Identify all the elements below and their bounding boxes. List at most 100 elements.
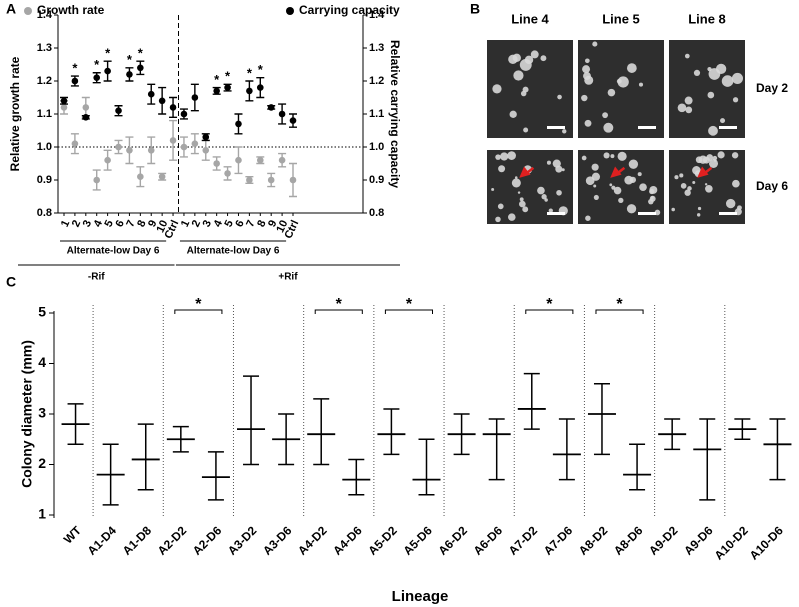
point: [93, 74, 101, 81]
error-bar: [629, 443, 646, 491]
treatment-label: -Rif: [88, 272, 105, 283]
colony: [677, 103, 687, 113]
x-tick-label: 8: [255, 218, 268, 229]
scale-bar: [719, 212, 737, 215]
colony: [609, 183, 613, 187]
colony: [512, 53, 521, 63]
point: [278, 156, 286, 164]
colony: [530, 50, 539, 59]
scale-bar: [638, 212, 656, 215]
panel-label: A: [6, 1, 16, 17]
significance-mark: *: [214, 72, 220, 87]
scale-bar: [547, 212, 565, 215]
colony: [593, 194, 599, 200]
x-tick-label: A4-D6: [330, 523, 365, 558]
x-tick-label: 2: [70, 218, 83, 229]
colony: [523, 127, 529, 133]
colony: [702, 156, 710, 164]
colony: [638, 82, 644, 87]
error-bar: [383, 408, 400, 456]
colony: [561, 168, 565, 172]
x-tick-label: 1: [59, 218, 72, 229]
point: [180, 110, 188, 118]
point: [158, 97, 166, 105]
y2-tick-label: 0.9: [369, 174, 384, 186]
colony: [593, 184, 597, 188]
significance-mark: *: [105, 46, 111, 61]
bracket: [384, 309, 433, 314]
bracket: [525, 309, 574, 314]
y-tick-label: 0.9: [37, 174, 52, 186]
colony: [684, 96, 693, 105]
x-tick-label: A5-D2: [365, 523, 400, 558]
significance-mark: *: [72, 60, 78, 75]
significance-mark: *: [247, 65, 253, 80]
x-tick-label: 9: [266, 218, 279, 229]
point: [202, 147, 210, 154]
colony: [626, 204, 637, 214]
error-bar: [699, 418, 716, 501]
colony: [585, 58, 590, 64]
error-bar: [558, 418, 575, 481]
y-tick-label: 2: [38, 455, 46, 471]
plate-photo: [578, 150, 664, 224]
x-tick-label: 7: [244, 218, 257, 229]
point: [246, 176, 253, 184]
y-tick-label: 3: [38, 405, 46, 421]
bracket: [314, 309, 363, 314]
colony: [520, 90, 527, 97]
x-tick-label: 7: [124, 218, 137, 229]
point: [191, 140, 199, 147]
x-tick-label: 3: [81, 218, 94, 229]
colony: [585, 176, 595, 186]
legend-label: Growth rate: [37, 3, 105, 17]
y-tick-label: 1.1: [37, 108, 52, 120]
point: [224, 84, 231, 91]
y-axis-title: Colony diameter (mm): [19, 340, 35, 488]
colony: [639, 183, 647, 191]
legend-marker: [286, 7, 294, 15]
y-tick-label: 5: [38, 304, 46, 320]
row-label: Day 6: [756, 179, 788, 193]
colony: [705, 184, 713, 193]
point: [71, 77, 79, 85]
point: [213, 87, 220, 95]
colony: [708, 158, 719, 168]
colony: [562, 129, 567, 134]
colony: [613, 186, 622, 195]
point: [180, 143, 188, 151]
colony: [624, 175, 634, 185]
group-label: Alternate-low Day 6: [67, 246, 160, 257]
colony: [548, 208, 553, 213]
colony: [626, 63, 637, 73]
y-tick-label: 1.2: [37, 75, 52, 87]
colony: [618, 197, 624, 204]
arrow: [697, 166, 713, 178]
colony: [495, 216, 501, 223]
group-label: Alternate-low Day 6: [187, 246, 280, 257]
point: [60, 104, 68, 111]
y2-axis-title: Relative carrying capacity: [388, 40, 402, 188]
point: [235, 156, 242, 164]
x-tick-label: WT: [61, 523, 85, 547]
x-tick-label: A9-D2: [646, 523, 681, 558]
colony: [581, 94, 588, 102]
x-tick-label: 1: [179, 218, 192, 229]
panel-label: B: [470, 1, 480, 17]
error-bar: [207, 451, 224, 501]
column-label: Line 5: [602, 11, 640, 26]
colony: [507, 151, 516, 160]
significance-mark: *: [195, 296, 202, 313]
point: [137, 173, 144, 180]
point: [147, 90, 155, 98]
point: [224, 170, 231, 177]
colony: [509, 110, 517, 118]
colony: [648, 198, 654, 205]
x-tick-label: A2-D6: [190, 523, 225, 558]
significance-mark: *: [336, 296, 343, 313]
colony: [708, 125, 718, 136]
x-tick-label: A7-D2: [506, 523, 541, 558]
colony: [498, 165, 506, 173]
colony: [584, 119, 592, 127]
x-tick-label: 5: [103, 218, 116, 229]
